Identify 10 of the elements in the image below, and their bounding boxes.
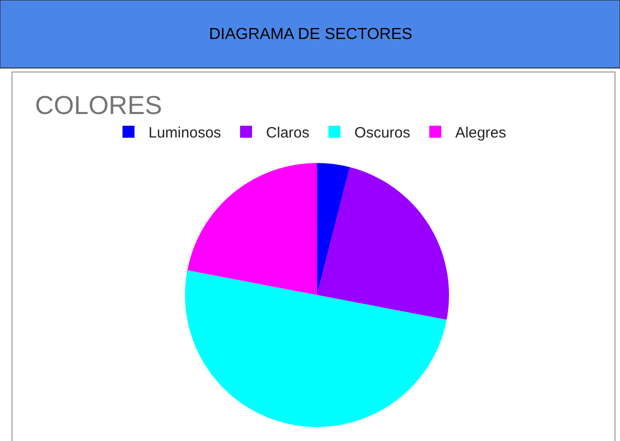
legend-label: Luminosos xyxy=(148,124,222,142)
pie-slice xyxy=(317,163,350,295)
chart-title: COLORES xyxy=(35,90,162,120)
legend-label: Oscuros xyxy=(354,124,410,142)
pie-slice xyxy=(187,163,317,295)
pie-slice xyxy=(185,270,447,427)
text: DIAGRAMA DE SECTORES xyxy=(209,26,412,43)
legend-label: Claros xyxy=(266,124,310,142)
pie-slice xyxy=(317,167,449,320)
legend-label: Alegres xyxy=(455,124,506,142)
